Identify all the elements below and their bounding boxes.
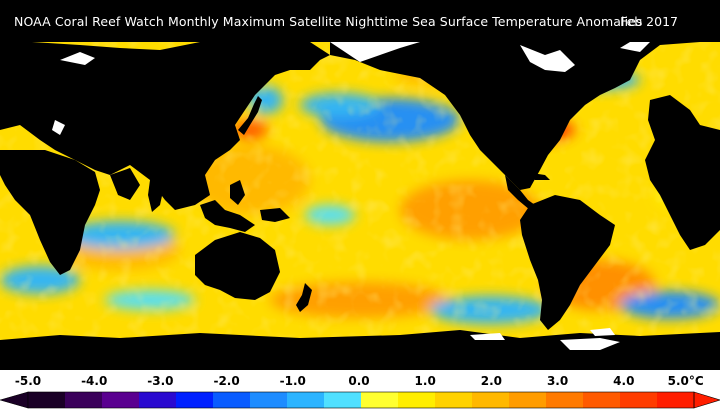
colorbar-swatch bbox=[28, 392, 66, 408]
colorbar-tick-label: 5.0°C bbox=[667, 374, 704, 388]
colorbar-tick-label: -3.0 bbox=[147, 374, 174, 388]
colorbar-swatch bbox=[435, 392, 473, 408]
colorbar-swatch bbox=[102, 392, 140, 408]
colorbar-swatch bbox=[287, 392, 325, 408]
colorbar-legend: -5.0 -4.0 -3.0 -2.0 -1.0 0.0 1.0 2.0 3.0 4.0 5.0°C bbox=[0, 370, 720, 411]
colorbar-tick-label: -4.0 bbox=[81, 374, 108, 388]
colorbar-tick-label: -1.0 bbox=[279, 374, 306, 388]
map-graphic bbox=[0, 40, 720, 350]
map-date: Feb 2017 bbox=[620, 14, 678, 29]
colorbar-swatch bbox=[472, 392, 510, 408]
colorbar-right-arrow bbox=[693, 391, 720, 409]
colorbar-swatch bbox=[361, 392, 399, 408]
colorbar-swatch bbox=[213, 392, 251, 408]
colorbar-tick-label: 4.0 bbox=[613, 374, 635, 388]
colorbar-swatch bbox=[509, 392, 547, 408]
colorbar-outline bbox=[27, 391, 695, 409]
colorbar-swatch bbox=[657, 392, 695, 408]
sst-anomaly-map: NOAA Coral Reef Watch Monthly Maximum Sa… bbox=[0, 0, 720, 370]
colorbar bbox=[0, 391, 720, 409]
colorbar-tick-label: 0.0 bbox=[348, 374, 370, 388]
colorbar-left-arrow bbox=[0, 391, 29, 409]
colorbar-tick-label: 2.0 bbox=[480, 374, 503, 388]
colorbar-swatch bbox=[546, 392, 584, 408]
colorbar-swatch bbox=[65, 392, 103, 408]
map-title: NOAA Coral Reef Watch Monthly Maximum Sa… bbox=[14, 14, 643, 29]
colorbar-swatch bbox=[139, 392, 177, 408]
colorbar-swatch bbox=[398, 392, 436, 408]
colorbar-swatch bbox=[583, 392, 621, 408]
sea-ice bbox=[52, 42, 650, 350]
colorbar-swatch bbox=[250, 392, 288, 408]
colorbar-tick-label: 3.0 bbox=[546, 374, 569, 388]
colorbar-tick-label: -5.0 bbox=[14, 374, 42, 388]
colorbar-unit-label: °C bbox=[688, 374, 704, 388]
colorbar-tick-label: 1.0 bbox=[414, 374, 436, 388]
colorbar-swatch bbox=[620, 392, 658, 408]
colorbar-swatch bbox=[324, 392, 362, 408]
colorbar-tick-label: -2.0 bbox=[213, 374, 240, 388]
colorbar-swatch bbox=[176, 392, 214, 408]
